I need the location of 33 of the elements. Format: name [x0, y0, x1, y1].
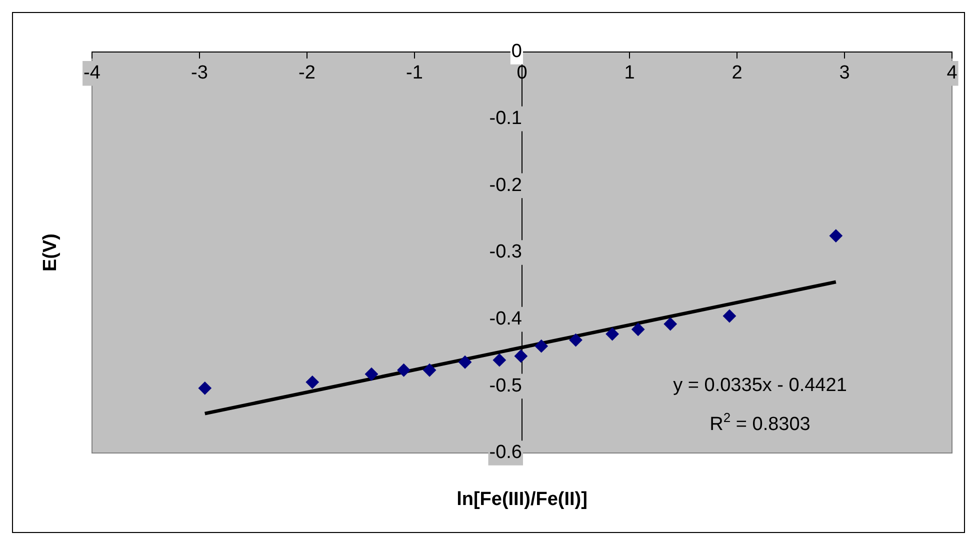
x-tick-label: -3: [191, 62, 208, 84]
y-tick-label: -0.2: [489, 174, 522, 196]
point: [198, 382, 212, 395]
point: [306, 376, 319, 389]
point: [397, 364, 410, 377]
point: [722, 309, 736, 322]
point: [534, 340, 548, 353]
y-tick-label: -0.1: [489, 108, 522, 130]
x-tick-label: 2: [732, 62, 742, 84]
x-tick-label: 4: [946, 62, 958, 84]
x-tick-label: 3: [839, 62, 850, 84]
point: [606, 328, 619, 341]
annotation: y = 0.0335x - 0.4421: [673, 375, 847, 396]
y-axis-title: E(V): [40, 234, 61, 272]
x-tick-label: -1: [406, 62, 423, 84]
x-axis-title: ln[Fe(III)/Fe(II)]: [456, 489, 588, 510]
point: [423, 364, 436, 377]
point: [632, 322, 645, 336]
point: [514, 350, 528, 363]
point: [458, 356, 472, 369]
point: [569, 334, 582, 347]
y-tick-label: -0.6: [489, 442, 522, 464]
x-tick-label: -4: [84, 62, 101, 84]
y-tick-label: -0.5: [489, 375, 522, 396]
y-tick-label: -0.3: [489, 242, 522, 263]
point: [829, 229, 842, 242]
point: [365, 368, 378, 381]
y-tick-label: 0: [511, 41, 522, 62]
y-tick-label: -0.4: [489, 308, 522, 330]
point: [492, 354, 506, 367]
x-tick-label: 1: [624, 62, 635, 84]
point: [664, 318, 677, 331]
x-tick-label: -2: [298, 62, 316, 84]
